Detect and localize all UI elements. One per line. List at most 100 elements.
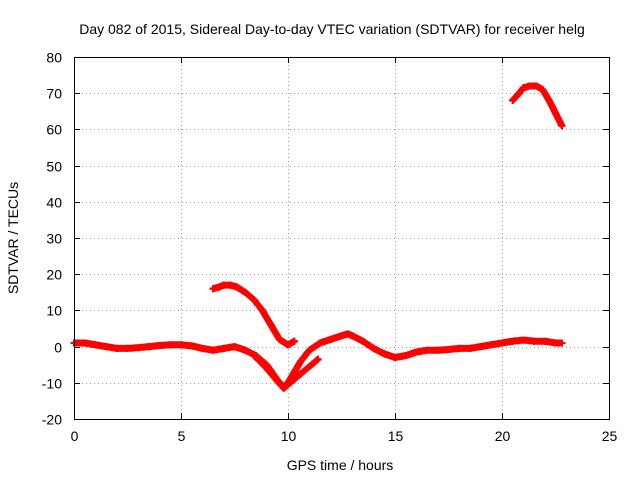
y-tick-label: 30 (46, 231, 62, 247)
data-point (284, 381, 292, 389)
data-point (198, 344, 206, 352)
data-point (539, 86, 547, 94)
data-point (226, 281, 234, 289)
data-point (209, 346, 217, 354)
series-arc-7h (209, 281, 298, 349)
data-point (252, 354, 260, 361)
series-markers (509, 82, 566, 130)
x-tick-label: 0 (71, 428, 79, 444)
data-point (370, 344, 378, 352)
data-point (445, 346, 452, 353)
data-point (558, 339, 566, 347)
data-point (305, 363, 313, 370)
data-point (338, 332, 345, 340)
data-point (258, 306, 266, 314)
x-tick-label: 5 (178, 428, 186, 444)
data-point (113, 344, 121, 352)
data-point (91, 341, 99, 349)
data-point (552, 109, 559, 117)
data-point (188, 342, 196, 350)
data-point (348, 332, 356, 340)
data-point (558, 122, 566, 130)
data-point (280, 384, 288, 392)
y-axis-label: SDTVAR / TECUs (5, 182, 21, 294)
data-point (241, 346, 249, 354)
data-point (515, 89, 523, 97)
data-point (267, 321, 275, 329)
data-point (297, 357, 305, 365)
y-tick-label: 0 (54, 340, 62, 356)
data-point (412, 348, 420, 356)
data-point (545, 96, 553, 104)
data-point (466, 344, 474, 352)
data-point (487, 341, 495, 349)
data-point (156, 342, 164, 349)
data-point (314, 355, 322, 363)
data-point (81, 339, 89, 347)
y-tick-label: 50 (46, 159, 62, 175)
data-point (290, 337, 298, 345)
data-point (530, 337, 538, 345)
data-point (263, 364, 271, 372)
y-tick-label: 80 (46, 50, 62, 66)
data-point (434, 346, 442, 354)
data-point (290, 368, 298, 376)
data-points (70, 82, 566, 392)
data-point (216, 283, 223, 291)
y-tick-label: 20 (46, 267, 62, 283)
data-point (541, 337, 549, 345)
data-point (166, 341, 174, 349)
data-point (305, 346, 313, 354)
y-tick-label: -10 (42, 376, 62, 392)
data-point (250, 296, 258, 303)
data-point (344, 330, 352, 338)
data-point (209, 285, 217, 293)
data-point (391, 354, 399, 361)
data-point (532, 82, 540, 90)
data-point (519, 84, 527, 92)
data-point (284, 341, 292, 349)
series-arc-lower-branch (252, 354, 322, 392)
data-point (327, 335, 335, 343)
axis-ticks: 0 5 10 15 20 25 -20 -10 0 10 20 30 40 50 60 70 80 (42, 50, 618, 445)
data-point (241, 288, 249, 296)
data-point (380, 350, 388, 358)
series-markers (209, 281, 298, 349)
x-tick-label: 15 (388, 428, 404, 444)
y-tick-label: 10 (46, 303, 62, 319)
data-point (231, 343, 238, 351)
data-point (124, 344, 131, 352)
data-point (220, 281, 228, 289)
x-tick-label: 10 (281, 428, 297, 444)
grid (74, 57, 609, 419)
data-point (233, 283, 241, 291)
data-point (275, 335, 283, 343)
x-axis-label: GPS time / hours (287, 457, 394, 473)
data-point (552, 339, 559, 347)
data-point (134, 344, 142, 352)
y-tick-label: 40 (46, 195, 62, 211)
data-point (316, 339, 324, 347)
data-point (509, 96, 517, 104)
data-point (359, 337, 367, 345)
data-point (102, 343, 110, 351)
data-point (519, 336, 527, 344)
data-point (526, 82, 534, 90)
x-tick-label: 20 (495, 428, 511, 444)
data-point (477, 343, 485, 351)
data-point (145, 343, 153, 351)
data-point (402, 352, 410, 360)
y-tick-label: 60 (46, 122, 62, 138)
data-point (455, 344, 463, 352)
data-point (273, 377, 281, 385)
data-point (509, 337, 517, 345)
series-arc-main (70, 330, 566, 390)
series-arc-21h (509, 82, 566, 130)
data-point (297, 370, 305, 378)
x-tick-label: 25 (602, 428, 618, 444)
data-point (177, 341, 185, 349)
chart-title: Day 082 of 2015, Sidereal Day-to-day VTE… (79, 21, 585, 37)
data-point (498, 339, 506, 347)
data-point (220, 344, 228, 352)
